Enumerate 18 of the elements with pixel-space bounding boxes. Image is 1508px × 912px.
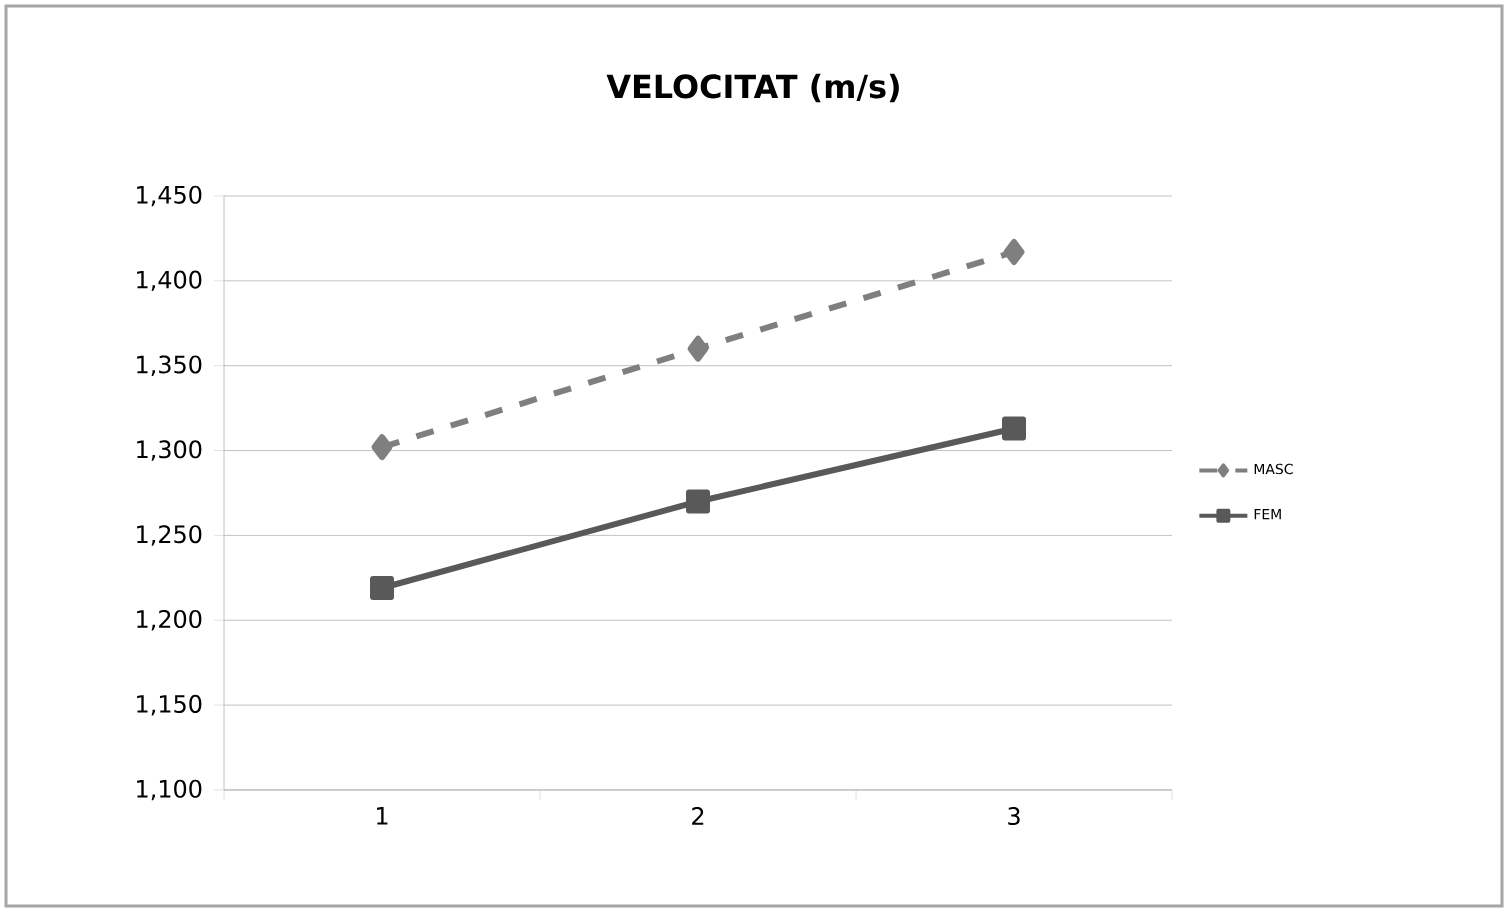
x-tick-label: 1: [377, 807, 388, 825]
y-tick-label: 1,450: [137, 185, 202, 207]
point: [687, 335, 709, 362]
x-tick-label: 3: [1008, 807, 1020, 826]
y-tick-label: 1,300: [137, 440, 202, 461]
point: [1002, 416, 1027, 441]
y-tick-label: 1,350: [137, 355, 202, 376]
y-tick-label: 1,150: [137, 694, 202, 716]
y-tick-label: 1,400: [137, 270, 202, 292]
point: [371, 434, 393, 461]
y-tick-label: 1,200: [137, 609, 202, 631]
y-tick-label: 1,100: [137, 779, 202, 801]
chart-title: VELOCITAT (m/s): [606, 73, 899, 103]
point: [1003, 238, 1025, 265]
x-tick-label: 2: [692, 807, 704, 825]
y-tick-label: 1,250: [137, 525, 202, 546]
point: [686, 489, 711, 514]
point: [370, 576, 395, 601]
